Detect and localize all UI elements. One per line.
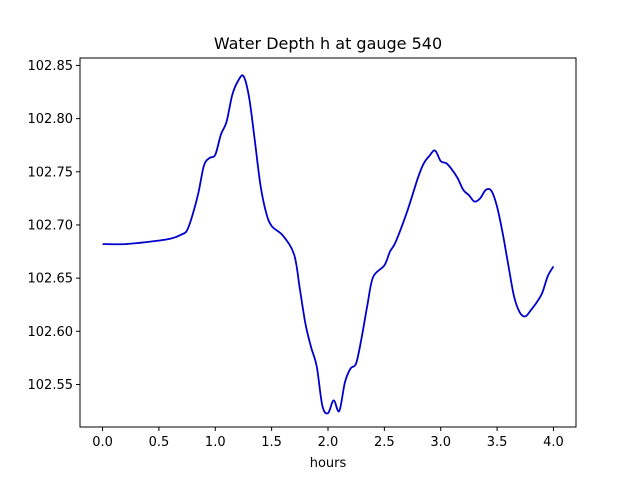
x-tick-label: 0.0	[92, 435, 113, 450]
x-tick-label: 2.5	[374, 435, 395, 450]
y-tick-label: 102.75	[28, 165, 74, 180]
x-tick-label: 1.0	[205, 435, 226, 450]
x-axis-label: hours	[310, 456, 347, 471]
x-tick-label: 0.5	[149, 435, 170, 450]
chart-title: Water Depth h at gauge 540	[214, 34, 442, 53]
y-tick-label: 102.55	[28, 378, 74, 393]
x-tick-label: 4.0	[543, 435, 564, 450]
y-tick-label: 102.60	[28, 325, 74, 340]
y-tick-label: 102.65	[28, 272, 74, 287]
y-tick-label: 102.70	[28, 218, 74, 233]
x-tick-label: 3.0	[430, 435, 451, 450]
plot-area-frame	[79, 57, 577, 428]
x-tick-label: 1.5	[261, 435, 282, 450]
x-axis: 0.0 0.5 1.0 1.5 2.0 2.5 3.0 3.5 4.0	[92, 427, 564, 450]
y-tick-label: 102.85	[28, 59, 74, 74]
x-tick-label: 3.5	[487, 435, 508, 450]
y-axis: 102.55 102.60 102.65 102.70 102.75 102.80 102.…	[28, 59, 80, 393]
series-line	[102, 74, 555, 415]
x-tick-label: 2.0	[318, 435, 339, 450]
y-tick-label: 102.80	[28, 112, 74, 127]
